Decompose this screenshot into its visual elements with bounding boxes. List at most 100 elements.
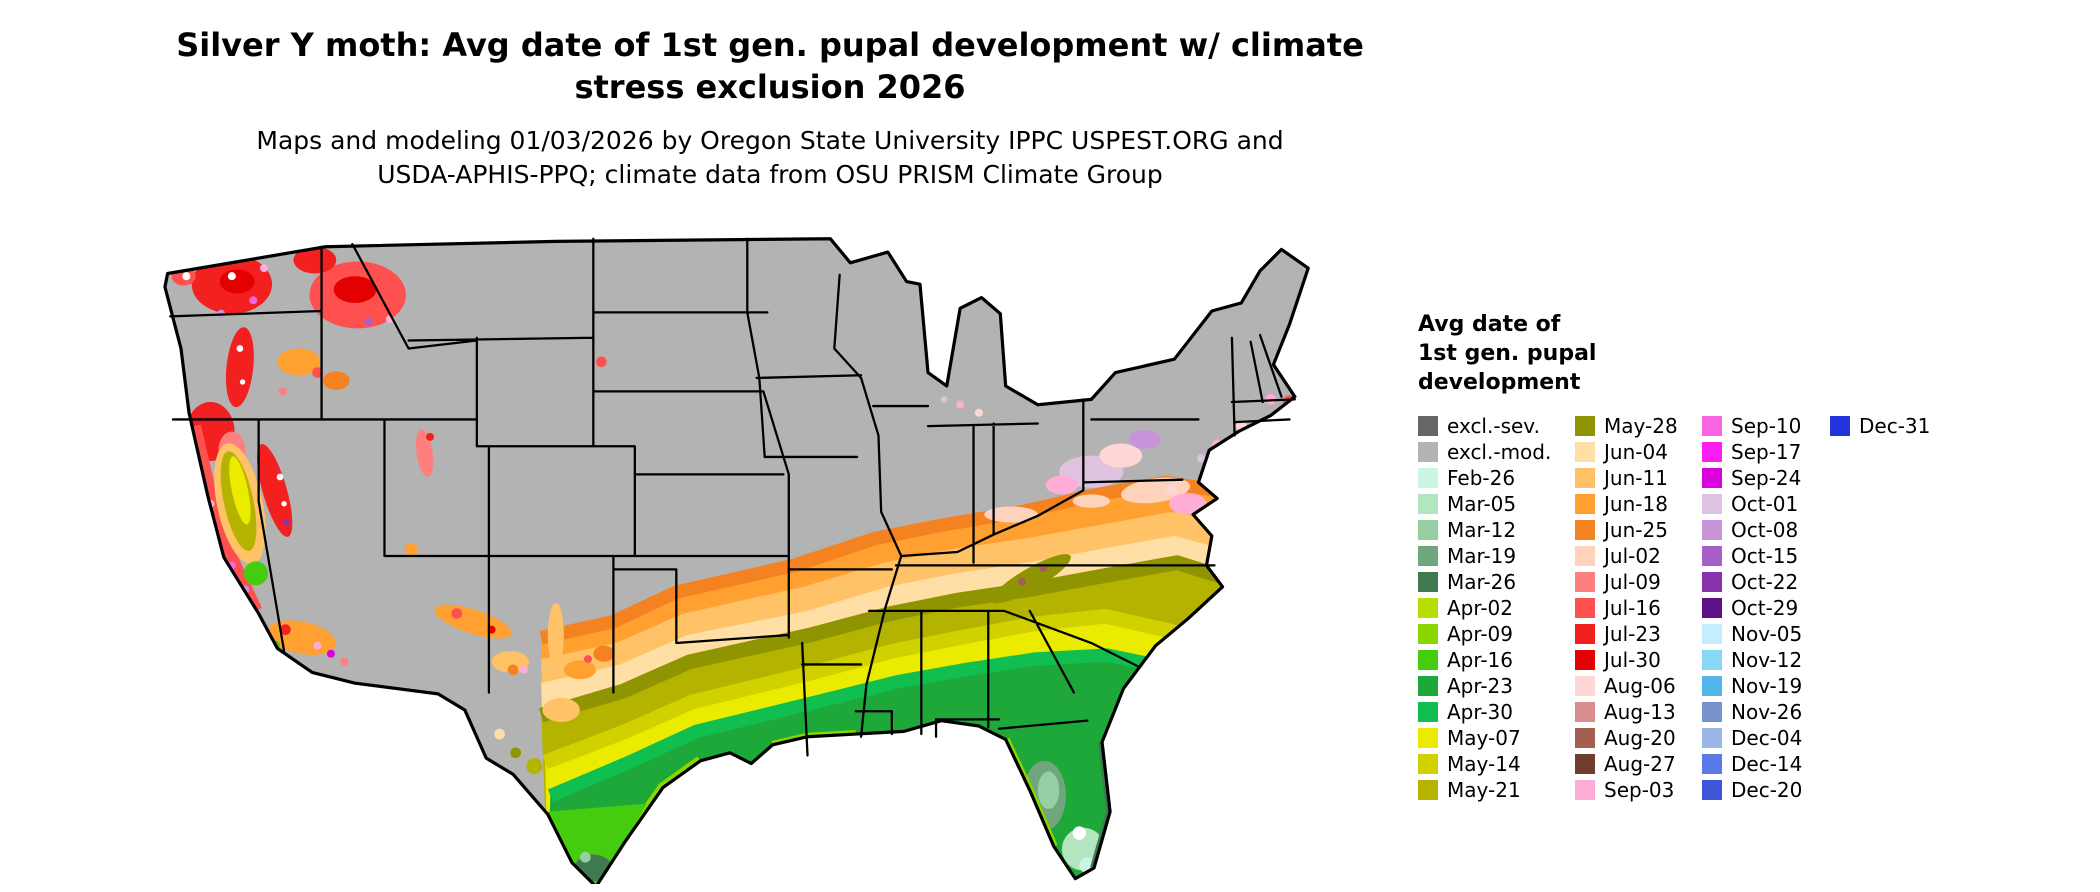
legend-entry: Sep-24 <box>1702 465 1830 491</box>
region-s-texas-green <box>547 803 647 884</box>
legend-swatch <box>1575 416 1595 436</box>
map-header: Silver Y moth: Avg date of 1st gen. pupa… <box>0 24 1540 192</box>
legend-entry: Dec-04 <box>1702 725 1830 751</box>
legend-column: Sep-10 Sep-17 Sep-24 Oct-01 Oct-08 Oct-15 Oct-… <box>1702 413 1830 803</box>
region-ohio-pale-peach <box>984 506 1038 523</box>
legend-label: Nov-05 <box>1731 622 1803 646</box>
region-de-pink-dot <box>1166 485 1178 496</box>
legend-label: Aug-06 <box>1604 674 1676 698</box>
legend-label: Nov-26 <box>1731 700 1803 724</box>
legend-swatch <box>1702 754 1722 774</box>
region-mi-pink2 <box>974 408 983 417</box>
legend-swatch <box>1418 754 1438 774</box>
legend-entry: Sep-03 <box>1575 777 1702 803</box>
region-s-valley-green <box>243 561 268 586</box>
sierra-snow-dot1 <box>276 473 284 481</box>
legend-label: Jun-25 <box>1604 518 1668 542</box>
band-edge-may14 <box>542 608 1309 770</box>
legend-label: Nov-12 <box>1731 648 1803 672</box>
legend-swatch <box>1702 780 1722 800</box>
legend-swatch <box>1575 780 1595 800</box>
region-or-salmon <box>278 387 287 396</box>
region-sw-utah-orange <box>404 542 418 556</box>
legend-label: Dec-20 <box>1731 778 1803 802</box>
legend-entry: excl.-sev. <box>1418 413 1575 439</box>
legend-swatch <box>1575 520 1595 540</box>
legend-label: Apr-23 <box>1447 674 1513 698</box>
region-mi-lavender <box>940 396 948 403</box>
rainier-snow-dot <box>227 272 236 281</box>
region-w-texas-orange <box>542 697 580 723</box>
region-n-idaho-core <box>333 276 377 303</box>
state-borders <box>169 237 1296 757</box>
legend-label: Oct-01 <box>1731 492 1799 516</box>
legend-label: Aug-13 <box>1604 700 1676 724</box>
legend-label: Aug-20 <box>1604 726 1676 750</box>
legend-swatch <box>1702 598 1722 618</box>
legend-entry: Jul-30 <box>1575 647 1702 673</box>
legend-entry: Sep-17 <box>1702 439 1830 465</box>
legend-swatch <box>1418 468 1438 488</box>
region-nw-montana-red <box>293 246 337 274</box>
legend-swatch <box>1830 416 1850 436</box>
legend-label: Jul-16 <box>1604 596 1661 620</box>
legend-label: Oct-15 <box>1731 544 1799 568</box>
legend-label: Jun-04 <box>1604 440 1668 464</box>
region-sca-red <box>280 624 291 635</box>
legend-entry: Apr-09 <box>1418 621 1575 647</box>
lake-okeechobee <box>1072 826 1086 840</box>
legend-swatch <box>1702 728 1722 748</box>
legend-swatch <box>1702 494 1722 514</box>
legend-label: Oct-08 <box>1731 518 1799 542</box>
legend-swatch <box>1702 676 1722 696</box>
legend-entry: Mar-12 <box>1418 517 1575 543</box>
legend-entry: Aug-13 <box>1575 699 1702 725</box>
legend-label: Jul-23 <box>1604 622 1661 646</box>
legend-entry: Apr-16 <box>1418 647 1575 673</box>
region-s-nm-orange <box>563 660 596 680</box>
legend-label: Sep-24 <box>1731 466 1802 490</box>
region-sca-salmon <box>340 657 349 666</box>
page-title: Silver Y moth: Avg date of 1st gen. pupa… <box>176 26 1364 64</box>
legend-label: Dec-31 <box>1859 414 1931 438</box>
legend-swatch <box>1702 546 1722 566</box>
legend-swatch <box>1702 520 1722 540</box>
legend-label: Mar-12 <box>1447 518 1517 542</box>
region-black-hills <box>596 356 607 368</box>
region-md-pale-peach <box>1121 477 1191 504</box>
region-sierra-purple <box>283 519 291 526</box>
legend-swatch <box>1702 572 1722 592</box>
legend-swatch <box>1575 468 1595 488</box>
legend-label: Feb-26 <box>1447 466 1516 490</box>
legend-swatch <box>1702 650 1722 670</box>
region-wasatch <box>416 429 434 477</box>
region-rio-grande-valley <box>547 602 564 668</box>
region-sca-pink <box>313 641 322 650</box>
legend-label: May-28 <box>1604 414 1678 438</box>
legend-entry: Jul-09 <box>1575 569 1702 595</box>
legend-entry: Apr-23 <box>1418 673 1575 699</box>
legend-label: Nov-19 <box>1731 674 1803 698</box>
legend-entry: Jun-25 <box>1575 517 1702 543</box>
us-map <box>154 228 1366 884</box>
legend-entry: Aug-06 <box>1575 673 1702 699</box>
legend-entry: Dec-31 <box>1830 413 1930 439</box>
legend-title-line3: development <box>1418 370 1581 395</box>
region-or-cascades <box>225 327 254 408</box>
legend-entry: Oct-22 <box>1702 569 1830 595</box>
legend-label: Jun-18 <box>1604 492 1668 516</box>
legend-swatch <box>1575 754 1595 774</box>
legend-entry: Oct-01 <box>1702 491 1830 517</box>
region-w-texas-olive2 <box>510 747 522 759</box>
region-az-pink <box>519 665 528 674</box>
legend-entry: Oct-08 <box>1702 517 1830 543</box>
region-w-texas-olive <box>526 758 543 775</box>
map-subtitle: Maps and modeling 01/03/2026 by Oregon S… <box>0 124 1540 192</box>
legend-entry: Jun-18 <box>1575 491 1702 517</box>
legend-swatch <box>1418 546 1438 566</box>
legend-swatch <box>1418 676 1438 696</box>
sierra-snow-dot2 <box>281 501 287 507</box>
legend-label: Jul-30 <box>1604 648 1661 672</box>
legend-entry: Nov-12 <box>1702 647 1830 673</box>
region-nm-orange2 <box>593 645 615 662</box>
